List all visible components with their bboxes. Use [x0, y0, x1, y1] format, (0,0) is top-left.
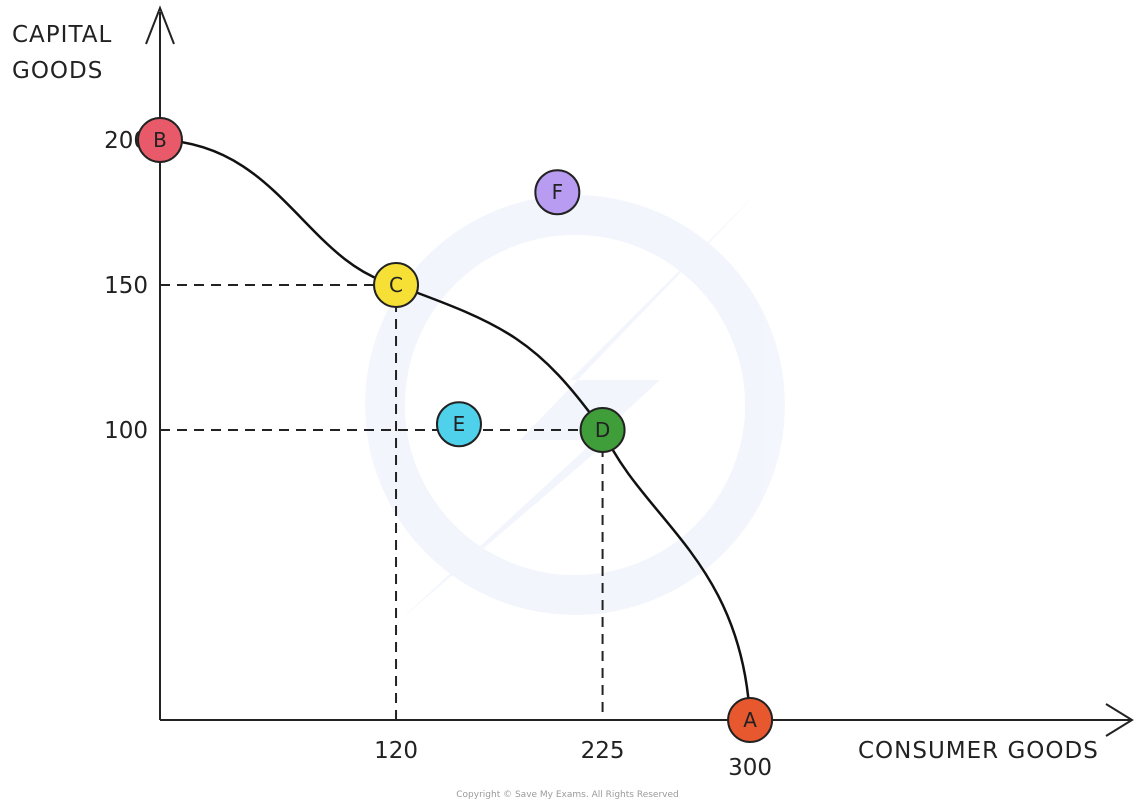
y-axis-title-line2: GOODS: [12, 58, 103, 84]
copyright-text: Copyright © Save My Exams. All Rights Re…: [0, 790, 1135, 800]
x-tick-label-225: 225: [581, 738, 625, 764]
x-axis-title: CONSUMER GOODS: [858, 738, 1099, 764]
point-d: D: [581, 408, 625, 452]
point-f: F: [535, 170, 579, 214]
point-label-a: A: [743, 708, 757, 732]
x-tick-label-300: 300: [728, 755, 772, 781]
point-b: B: [138, 118, 182, 162]
x-tick-label-120: 120: [374, 738, 418, 764]
point-label-c: C: [389, 273, 403, 297]
point-label-d: D: [595, 418, 610, 442]
y-tick-label-150: 150: [104, 273, 148, 299]
point-c: C: [374, 263, 418, 307]
point-e: E: [437, 402, 481, 446]
y-tick-label-100: 100: [104, 418, 148, 444]
point-label-e: E: [453, 412, 466, 436]
point-a: A: [728, 698, 772, 742]
point-label-f: F: [552, 180, 564, 204]
point-label-b: B: [153, 128, 167, 152]
watermark-logo: [385, 190, 765, 620]
y-axis-title-line1: CAPITAL: [12, 22, 112, 48]
axes: [146, 8, 1132, 736]
